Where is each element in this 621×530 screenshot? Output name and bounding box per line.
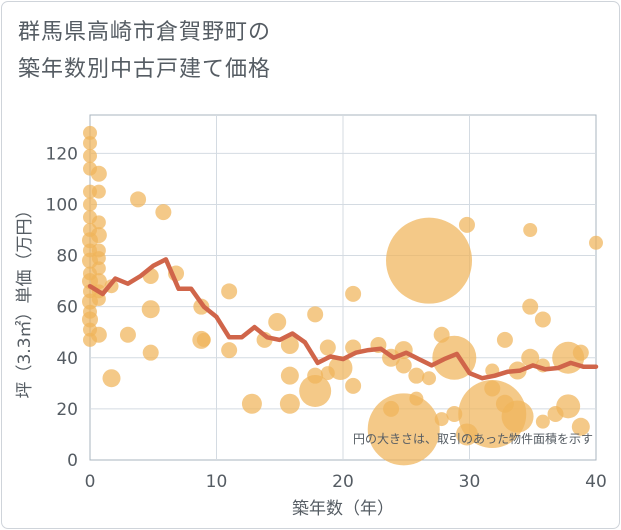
x-tick-label: 0 bbox=[85, 472, 96, 492]
data-bubble bbox=[446, 406, 463, 422]
chart-title-line-1: 群馬県高崎市倉賀野町の bbox=[18, 20, 272, 45]
data-bubble bbox=[90, 165, 107, 182]
data-bubble bbox=[82, 311, 98, 328]
y-tick-label: 20 bbox=[56, 400, 78, 420]
data-bubble bbox=[83, 125, 97, 140]
data-bubble bbox=[90, 227, 107, 244]
data-bubble bbox=[142, 344, 159, 361]
data-bubble bbox=[589, 235, 603, 250]
data-bubble bbox=[523, 223, 538, 237]
data-bubble bbox=[280, 336, 299, 354]
x-tick-labels: 0 10 20 30 40 bbox=[85, 472, 607, 492]
y-axis-title: 坪（3.3㎡）単価（万円） bbox=[15, 201, 35, 398]
y-tick-label: 60 bbox=[56, 298, 78, 318]
chart-title-line-2: 築年数別中古戸建て価格 bbox=[18, 57, 272, 82]
data-bubble bbox=[90, 326, 107, 343]
data-bubble bbox=[572, 344, 589, 361]
data-bubble bbox=[91, 261, 106, 276]
data-bubble bbox=[422, 371, 437, 386]
data-bubble bbox=[395, 357, 412, 374]
data-bubble bbox=[571, 417, 590, 436]
y-tick-labels: 0 20 40 60 80 100 120 bbox=[46, 144, 78, 471]
x-tick-label: 20 bbox=[332, 472, 354, 492]
data-bubble bbox=[83, 136, 97, 151]
data-bubble bbox=[91, 251, 106, 266]
x-axis-title: 築年数（年） bbox=[292, 499, 394, 519]
bubble-size-note: 円の大きさは、取引のあった物件面積を示す bbox=[353, 431, 593, 446]
data-bubble bbox=[241, 393, 262, 414]
chart-title: 群馬県高崎市倉賀野町の 築年数別中古戸建て価格 bbox=[18, 14, 271, 88]
data-bubble bbox=[280, 366, 299, 385]
data-bubble bbox=[279, 393, 300, 414]
y-tick-label: 120 bbox=[46, 144, 78, 164]
data-bubble bbox=[221, 342, 238, 359]
data-bubble bbox=[345, 377, 362, 394]
data-bubble bbox=[83, 148, 97, 163]
data-bubble bbox=[556, 394, 581, 419]
y-tick-label: 80 bbox=[56, 247, 78, 267]
data-bubble bbox=[196, 332, 211, 347]
x-tick-label: 40 bbox=[585, 472, 607, 492]
y-tick-label: 40 bbox=[56, 349, 78, 369]
trend-line bbox=[87, 257, 599, 381]
x-tick-label: 30 bbox=[459, 472, 481, 492]
data-bubble bbox=[130, 191, 147, 208]
data-bubble bbox=[328, 356, 353, 380]
data-bubble bbox=[307, 306, 324, 323]
data-bubble bbox=[102, 369, 121, 388]
data-bubble bbox=[534, 311, 551, 328]
data-bubble bbox=[299, 375, 332, 407]
data-bubble bbox=[155, 204, 172, 221]
data-bubble bbox=[408, 367, 425, 384]
data-bubble bbox=[268, 313, 287, 331]
data-bubble bbox=[458, 216, 475, 233]
y-tick-label: 100 bbox=[46, 195, 78, 215]
data-bubble bbox=[386, 217, 473, 304]
data-bubble bbox=[345, 285, 362, 302]
x-tick-label: 10 bbox=[206, 472, 228, 492]
data-bubble bbox=[83, 197, 97, 212]
data-bubble bbox=[535, 414, 550, 429]
data-bubble bbox=[367, 393, 440, 466]
data-bubble bbox=[141, 300, 160, 319]
data-bubble bbox=[521, 348, 540, 367]
data-bubble bbox=[501, 400, 534, 433]
data-bubble bbox=[91, 184, 106, 199]
data-bubble bbox=[496, 331, 513, 348]
data-bubble bbox=[91, 215, 106, 230]
data-bubble bbox=[221, 283, 238, 300]
data-bubble bbox=[119, 326, 136, 343]
data-bubble bbox=[522, 298, 539, 315]
data-bubble bbox=[434, 412, 449, 427]
data-bubble bbox=[409, 391, 424, 406]
data-bubble bbox=[484, 380, 501, 397]
data-bubble bbox=[90, 273, 107, 290]
y-tick-label: 0 bbox=[67, 451, 78, 471]
data-bubble bbox=[319, 339, 336, 356]
